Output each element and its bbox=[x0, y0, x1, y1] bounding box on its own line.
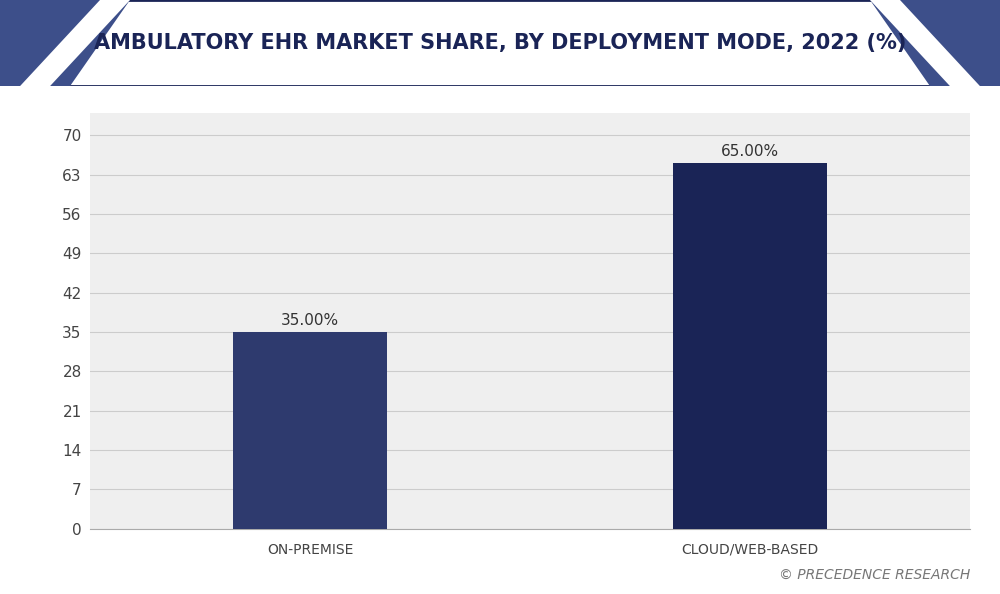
Polygon shape bbox=[870, 0, 1000, 86]
Text: © PRECEDENCE RESEARCH: © PRECEDENCE RESEARCH bbox=[779, 568, 970, 582]
Text: 65.00%: 65.00% bbox=[721, 144, 779, 159]
Bar bbox=[233, 332, 387, 529]
Text: AMBULATORY EHR MARKET SHARE, BY DEPLOYMENT MODE, 2022 (%): AMBULATORY EHR MARKET SHARE, BY DEPLOYME… bbox=[94, 33, 906, 53]
Polygon shape bbox=[870, 0, 1000, 86]
Polygon shape bbox=[870, 0, 980, 86]
Polygon shape bbox=[0, 0, 130, 86]
Polygon shape bbox=[20, 0, 130, 86]
Polygon shape bbox=[0, 0, 130, 86]
Bar bbox=[673, 163, 827, 529]
Text: 35.00%: 35.00% bbox=[281, 312, 339, 327]
